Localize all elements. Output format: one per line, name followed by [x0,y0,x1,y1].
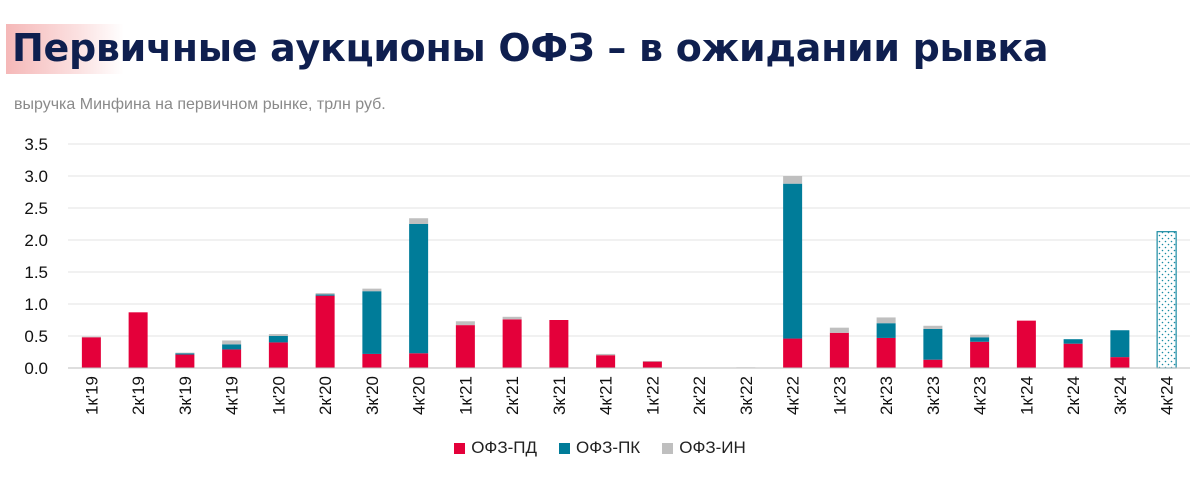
bar-segment-pd [315,295,335,368]
bar-segment-in [642,360,662,362]
x-tick-label: 4к'22 [784,376,803,415]
x-tick-label: 4к'21 [597,376,616,415]
bar-segment-pd [502,319,522,368]
bar-segment-pd [783,338,803,368]
legend-label-in: ОФЗ-ИН [679,438,746,457]
x-tick-label: 1к'19 [82,376,101,415]
bar-segment-pk [222,344,242,350]
bar-segment-in [315,293,335,295]
y-tick-label: 1.0 [24,295,48,314]
bar-segment-pk [970,337,990,342]
y-tick-label: 3.0 [24,167,48,186]
bar-segment-pd [876,337,896,368]
bar-segment-pd [549,320,569,368]
bar-segment-in [923,325,943,329]
bar-segment-pk [1063,339,1083,344]
x-tick-label: 3к'22 [737,376,756,415]
x-tick-label: 3к'20 [363,376,382,415]
bar-segment-pk [409,224,429,354]
bar-segment-pd [455,325,475,368]
bar-segment-in [222,340,242,345]
legend-swatch-pd [454,442,466,454]
bar-segment-pk [923,328,943,360]
bar-segment-pd [1110,357,1130,368]
y-tick-label: 3.5 [24,135,48,154]
legend-label-pk: ОФЗ-ПК [576,438,641,457]
bar-segment-in [596,353,616,356]
bar-segment-pk [315,294,335,296]
bar-segment-in [502,316,522,320]
x-tick-label: 1к'21 [456,376,475,415]
bar-segment-pd [362,353,382,368]
bar-segment-pk [876,323,896,338]
bar-segment-pk [783,183,803,339]
title-accent [6,24,124,74]
bar-segment-in [829,327,849,333]
page-title: Первичные аукционы ОФЗ – в ожидании рывк… [12,26,1049,70]
bar-segment-pd [829,332,849,368]
bar-segment-pk [268,336,288,343]
x-tick-label: 2к'19 [129,376,148,415]
bar-segment-pk [175,353,195,355]
x-tick-label: 2к'20 [316,376,335,415]
bar-segment-pd [923,359,943,368]
legend: ОФЗ-ПД ОФЗ-ПК ОФЗ-ИН [0,438,1200,458]
x-tick-label: 3к'23 [924,376,943,415]
bar-chart: 0.0 0.5 1.0 1.5 2.0 2.5 3.0 3.5 1к'19 2к'19 3к'19 4… [24,135,1190,415]
bar-segment-pd [128,312,148,368]
bar-segment-in [175,352,195,354]
bar-segment-pd [1063,343,1083,368]
bar-segment-pd [1016,320,1036,368]
x-tick-label: 2к'21 [503,376,522,415]
x-tick-label: 3к'24 [1111,376,1130,415]
bar-segment-pd [222,349,242,368]
bar-segment-pd [970,341,990,368]
bar-segment-pd [81,337,101,368]
legend-swatch-in [662,442,674,454]
bar-segment-pd [409,353,429,368]
bar-segment-in [783,176,803,184]
legend-swatch-pk [559,442,571,454]
x-tick-label: 4к'19 [223,376,242,415]
bar-segment-in [268,334,288,336]
bar-segment-pk [362,291,382,354]
x-tick-label: 2к'22 [690,376,709,415]
bar-segment-pd [596,355,616,368]
legend-label-pd: ОФЗ-ПД [471,438,538,457]
x-tick-label: 1к'23 [830,376,849,415]
bar-segment-in [81,336,101,338]
x-tick-label: 4к'20 [410,376,429,415]
legend-item-pk: ОФЗ-ПК [559,438,640,458]
x-tick-label: 3к'21 [550,376,569,415]
legend-item-pd: ОФЗ-ПД [454,438,537,458]
bar-segment-in [876,317,896,324]
legend-item-in: ОФЗ-ИН [662,438,746,458]
y-tick-label: 2.5 [24,199,48,218]
bar-segment-pd [175,354,195,368]
x-tick-label: 3к'19 [176,376,195,415]
bar-segment-in [970,334,990,338]
x-tick-label: 4к'23 [971,376,990,415]
bar-segment-pd [642,361,662,368]
bar-segment-in [455,321,475,326]
y-tick-label: 0.5 [24,327,48,346]
x-tick-label: 2к'24 [1064,376,1083,415]
y-tick-label: 0.0 [24,359,48,378]
x-tick-label: 4к'24 [1158,376,1177,415]
x-tick-label: 1к'22 [643,376,662,415]
x-tick-label: 1к'20 [269,376,288,415]
bar-segment-pk [1110,330,1130,358]
x-tick-label: 1к'24 [1017,376,1036,415]
bar-segment-pd [268,342,288,368]
bar-segment-in [362,288,382,292]
y-tick-label: 1.5 [24,263,48,282]
bar-segment-in [409,218,429,224]
chart-subtitle: выручка Минфина на первичном рынке, трлн… [14,96,386,113]
forecast-bar [1156,231,1177,369]
x-tick-label: 2к'23 [877,376,896,415]
y-tick-label: 2.0 [24,231,48,250]
